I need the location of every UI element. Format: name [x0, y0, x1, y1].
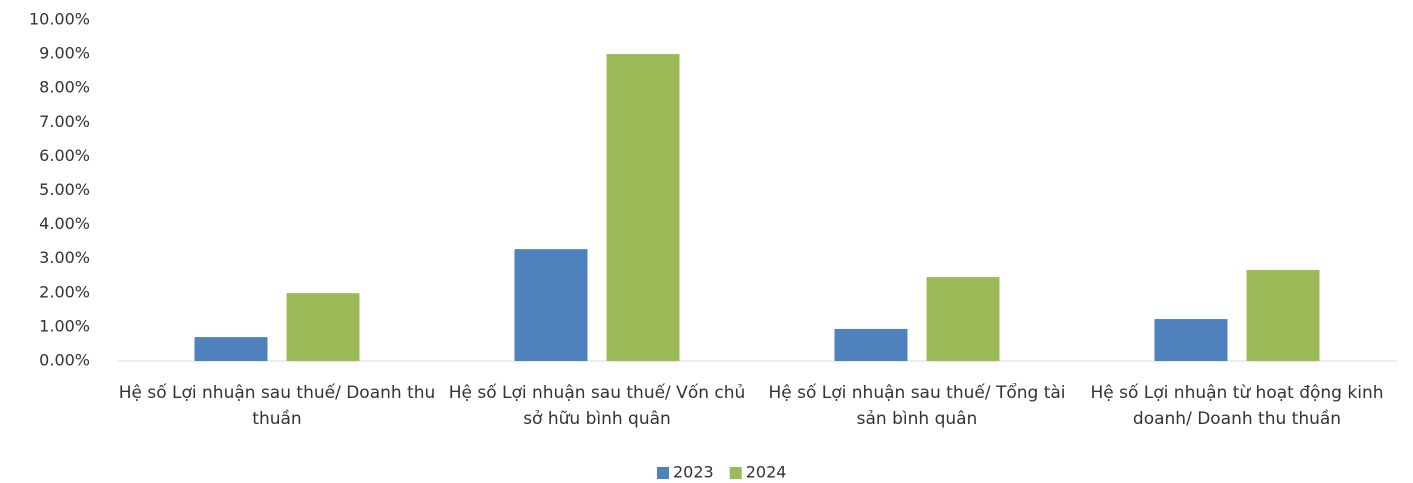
y-tick-label: 4.00% — [39, 214, 90, 233]
y-tick-label: 2.00% — [39, 282, 90, 301]
legend-label: 2023 — [673, 463, 714, 482]
x-tick-label: Hệ số Lợi nhuận từ hoạt động kinh doanh/… — [1090, 383, 1384, 429]
bar — [926, 277, 1000, 361]
bar — [1246, 269, 1320, 361]
legend-label: 2024 — [746, 463, 787, 482]
bar — [1154, 319, 1228, 361]
y-tick-label: 0.00% — [39, 351, 90, 370]
bar — [286, 293, 360, 361]
y-tick-label: 5.00% — [39, 180, 90, 199]
bar — [194, 337, 268, 361]
y-tick-label: 7.00% — [39, 112, 90, 131]
y-tick-label: 10.00% — [29, 10, 90, 29]
bar — [606, 54, 680, 361]
y-tick-label: 8.00% — [39, 78, 90, 97]
legend-swatch — [729, 467, 742, 479]
bar — [834, 328, 908, 361]
legend-swatch — [657, 467, 669, 479]
bar — [514, 249, 588, 361]
y-tick-label: 1.00% — [39, 316, 90, 335]
y-tick-label: 6.00% — [39, 146, 90, 165]
x-tick-label: Hệ số Lợi nhuận sau thuế/ Doanh thu thuầ… — [118, 383, 436, 429]
y-tick-label: 3.00% — [39, 248, 90, 267]
x-tick-label: Hệ số Lợi nhuận sau thuế/ Vốn chủ sở hữu… — [448, 383, 746, 429]
x-tick-label: Hệ số Lợi nhuận sau thuế/ Tổng tài sản b… — [768, 383, 1066, 429]
y-tick-label: 9.00% — [39, 44, 90, 63]
